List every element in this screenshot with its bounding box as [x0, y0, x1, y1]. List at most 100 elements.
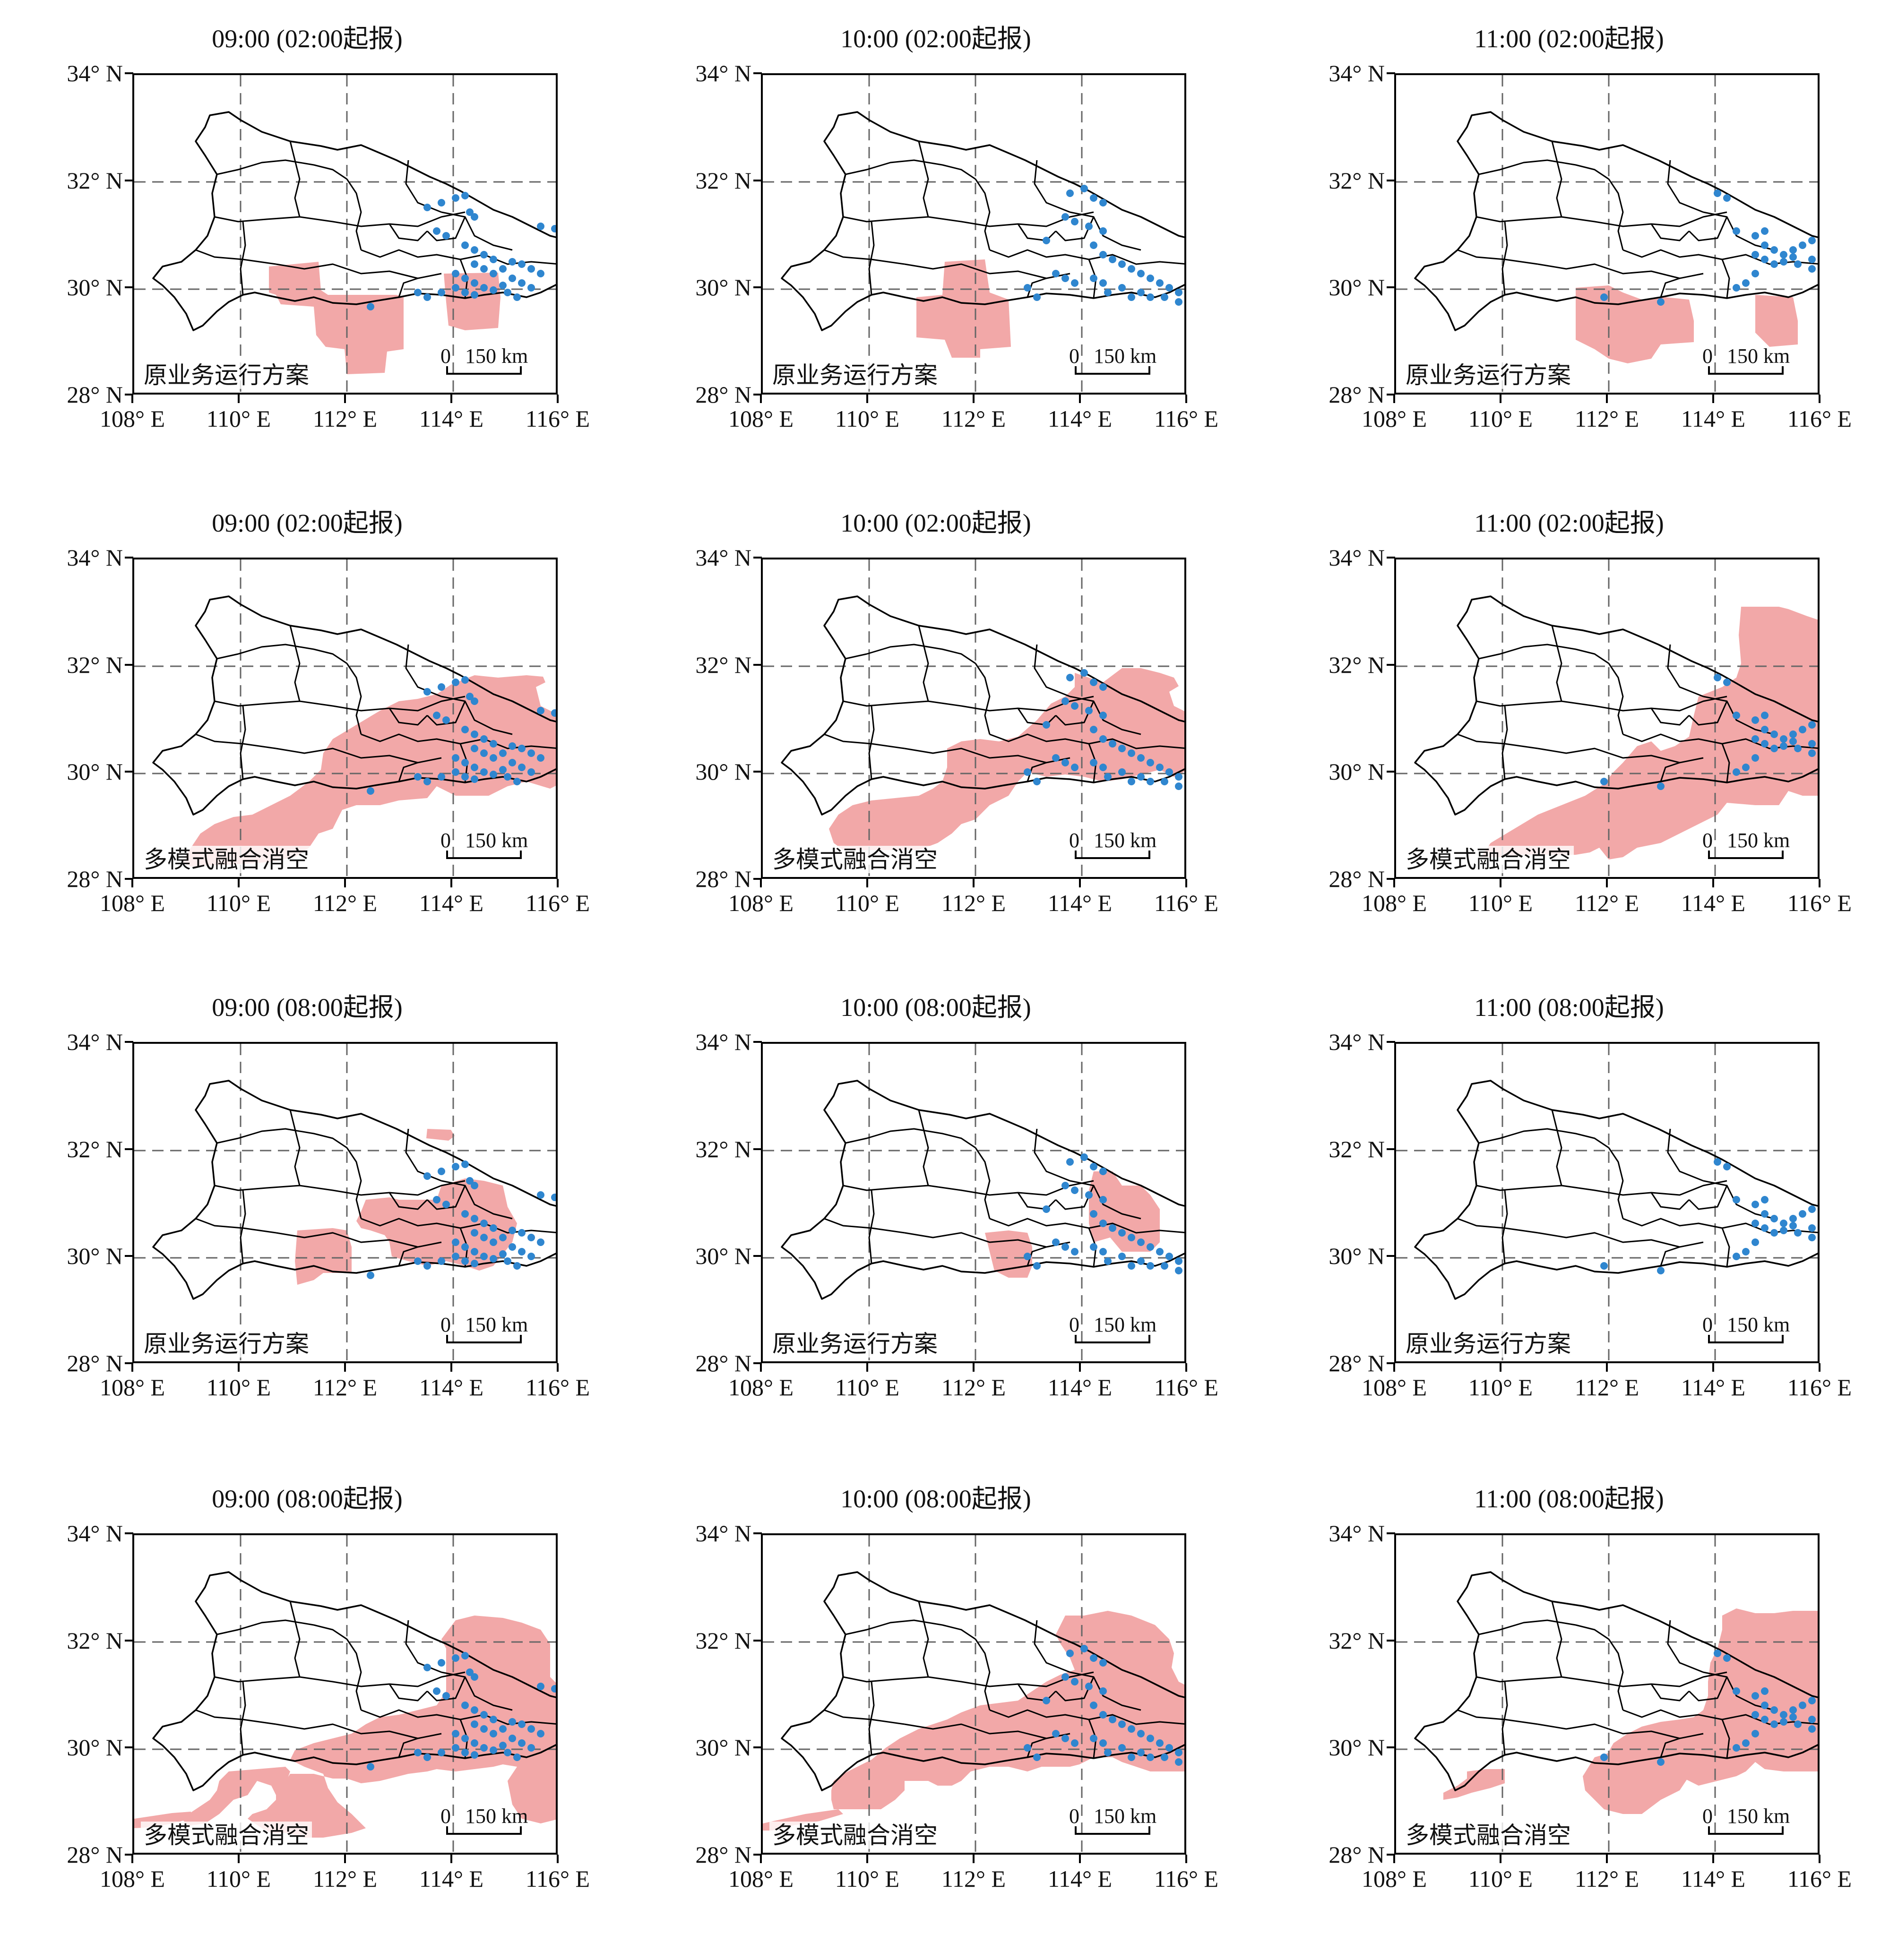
latitude-tick [125, 1640, 133, 1642]
observed-point [480, 1253, 488, 1260]
observed-point [471, 731, 478, 738]
scale-bar-tick [1708, 366, 1710, 375]
scheme-label: 多模式融合消空 [1403, 846, 1574, 873]
observed-point [1099, 199, 1107, 206]
province-boundary [1414, 111, 1818, 331]
latitude-tick-label: 30° N [1329, 758, 1385, 785]
observed-point [1761, 726, 1769, 733]
observed-point [471, 745, 478, 752]
observed-point [1761, 1210, 1769, 1218]
observed-point [471, 1182, 478, 1189]
observed-point [1165, 1744, 1173, 1752]
region-boundary [1688, 1185, 1728, 1210]
observed-point [1818, 754, 1820, 762]
observed-point [471, 1673, 478, 1681]
observed-point [452, 679, 459, 686]
observed-point [490, 1730, 497, 1737]
observed-point [537, 270, 544, 277]
observed-point [461, 1210, 469, 1218]
latitude-tick [753, 1746, 762, 1748]
scale-distance-label: 150 km [1727, 1805, 1790, 1828]
observed-point [461, 192, 469, 199]
longitude-tick [557, 1855, 559, 1863]
scale-zero-label: 0 [440, 1805, 451, 1828]
longitude-tick-label: 108° E [728, 1374, 794, 1401]
longitude-tick-label: 116° E [1787, 890, 1852, 916]
latitude-tick [1387, 1532, 1395, 1534]
forecast-area [181, 1767, 290, 1826]
observed-point [537, 1191, 544, 1199]
observed-point [1099, 1711, 1107, 1719]
observed-point [1742, 764, 1750, 771]
longitude-tick-label: 110° E [835, 890, 900, 916]
observed-point [438, 773, 445, 781]
observed-point [537, 1238, 544, 1246]
observed-point [1761, 227, 1769, 235]
longitude-tick [760, 1855, 762, 1863]
panel-title: 09:00 (02:00起报) [212, 509, 403, 537]
region-boundary [1070, 1671, 1141, 1711]
map-frame: 原业务运行方案 0 150 km [761, 1042, 1186, 1363]
observed-point [461, 1735, 469, 1742]
latitude-tick-label: 32° N [67, 652, 123, 678]
observed-point [1761, 740, 1769, 748]
map-canvas [1396, 559, 1820, 877]
observed-point [490, 740, 497, 748]
observed-point [1156, 1248, 1164, 1255]
region-boundary [1537, 1232, 1704, 1248]
longitude-tick-label: 112° E [1574, 1374, 1639, 1401]
region-boundary [845, 159, 976, 180]
scale-bar-tick [520, 851, 522, 859]
observed-point [1147, 1262, 1154, 1270]
observed-point [1137, 1238, 1145, 1246]
observed-point [1128, 749, 1135, 757]
observed-point [1052, 1238, 1060, 1246]
region-boundary [216, 159, 347, 180]
scheme-label: 多模式融合消空 [141, 1822, 312, 1849]
region-boundary [1721, 259, 1730, 299]
observed-point [1085, 223, 1093, 230]
region-boundary [1667, 1620, 1704, 1673]
observed-point [1090, 1702, 1097, 1709]
longitude-tick-label: 108° E [99, 890, 165, 916]
observed-point [480, 749, 488, 757]
scale-bar-tick [1148, 1335, 1150, 1343]
latitude-tick [125, 1148, 133, 1150]
region-boundary [216, 644, 347, 664]
observed-point [1071, 702, 1078, 710]
observed-point [1066, 189, 1074, 197]
scale-bar-tick [1148, 366, 1150, 375]
observed-point [1808, 1725, 1816, 1733]
forecast-area [1443, 1769, 1505, 1800]
observed-point [537, 754, 544, 762]
observed-point [1118, 284, 1126, 292]
observed-point [1780, 742, 1787, 750]
longitude-tick-label: 110° E [206, 1865, 271, 1892]
observed-point [1175, 289, 1182, 296]
region-boundary [1034, 1128, 1070, 1182]
observed-point [518, 745, 526, 752]
observed-point [1066, 1158, 1074, 1166]
observed-point [438, 1257, 445, 1265]
region-boundary [1667, 1128, 1704, 1182]
observed-point [551, 1685, 556, 1693]
scale-bar-tick [1075, 1826, 1077, 1835]
observed-point [1723, 194, 1731, 202]
longitude-tick [1500, 1855, 1501, 1863]
longitude-tick-label: 112° E [312, 890, 378, 916]
observed-point [452, 1654, 459, 1662]
observed-point [1751, 1238, 1759, 1246]
longitude-tick-label: 116° E [525, 890, 590, 916]
longitude-tick [344, 395, 346, 403]
latitude-tick-label: 32° N [1329, 1136, 1385, 1162]
region-boundary [195, 1218, 276, 1234]
observed-point [490, 1224, 497, 1232]
observed-point [499, 1250, 507, 1258]
region-boundary [1721, 743, 1730, 783]
observed-point [1147, 293, 1154, 301]
longitude-tick-label: 112° E [312, 405, 378, 432]
observed-point [1137, 289, 1145, 296]
observed-point [1808, 740, 1816, 748]
observed-point [527, 1253, 535, 1260]
observed-point [1104, 773, 1112, 781]
